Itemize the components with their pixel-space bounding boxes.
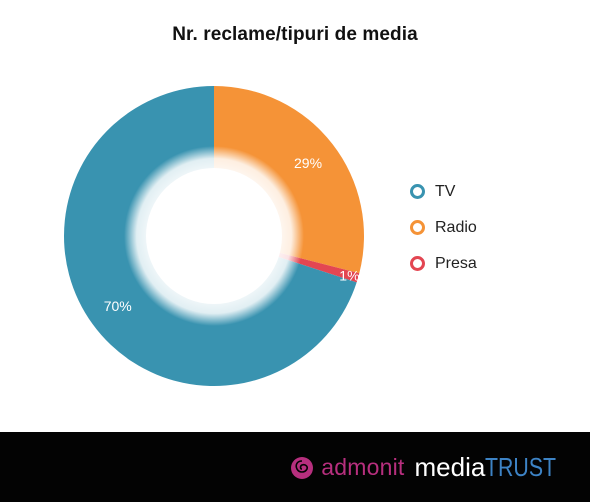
chart-title: Nr. reclame/tipuri de media (172, 24, 418, 45)
legend: TV Radio Presa (410, 182, 477, 273)
legend-label: TV (435, 182, 456, 200)
footer-bar: admonit media TRUST (0, 432, 590, 502)
legend-marker-icon (410, 184, 425, 199)
admonit-wordmark: admonit (321, 453, 405, 480)
slice-tv (64, 86, 357, 386)
slice-label-radio: 29% (294, 155, 322, 171)
legend-marker-icon (410, 256, 425, 271)
admonit-logo-icon (291, 457, 314, 479)
legend-label: Presa (435, 254, 477, 272)
slice-label-presa: 1% (339, 267, 359, 283)
brand-logos: admonit media TRUST (289, 452, 572, 482)
mediatrust-wordmark-media: media (414, 451, 486, 482)
legend-item-presa: Presa (410, 254, 477, 273)
legend-label: Radio (435, 218, 477, 236)
slice-radio (214, 86, 365, 274)
legend-item-radio: Radio (410, 218, 477, 237)
slice-label-tv: 70% (104, 298, 132, 314)
legend-item-tv: TV (410, 182, 477, 201)
mediatrust-wordmark-trust: TRUST (485, 451, 557, 482)
legend-marker-icon (410, 220, 425, 235)
donut-chart: 29% 1% 70% (64, 86, 365, 386)
